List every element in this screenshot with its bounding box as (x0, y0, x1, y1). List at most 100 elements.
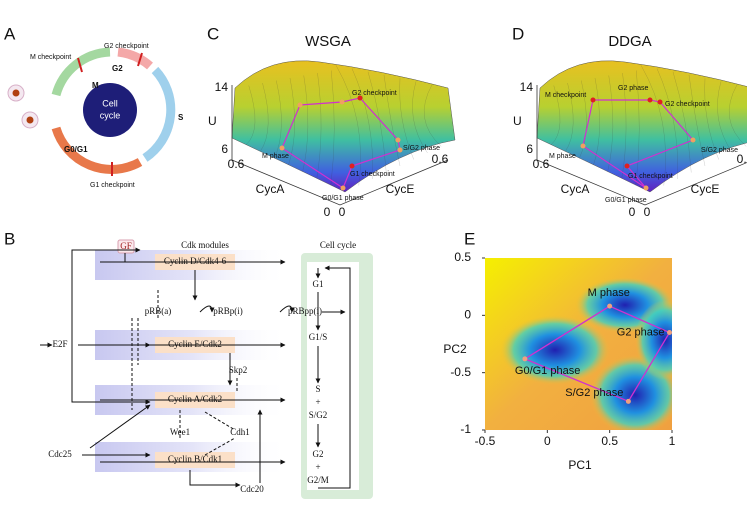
mesh-line (728, 84, 747, 147)
panel-label: B (4, 229, 15, 248)
x-tick-label: 0.6 (228, 157, 245, 171)
x-tick-label: 0.5 (601, 434, 618, 448)
panel-title: DDGA (608, 33, 651, 50)
x-tick-label: 1 (669, 434, 676, 448)
state-point (397, 147, 403, 153)
x-axis-label: PC1 (568, 458, 592, 472)
state-point (580, 143, 586, 149)
x-tick-label: 0 (629, 205, 636, 219)
x-axis-label: CycA (561, 182, 590, 196)
state-point (279, 145, 285, 151)
checkpoint (137, 52, 143, 67)
phase-label: G2/M (307, 475, 329, 485)
mesh-line (383, 74, 401, 167)
mesh-line (245, 85, 256, 145)
y-tick-label: 0 (644, 205, 651, 219)
basin (500, 315, 610, 385)
annotation: G2 checkpoint (665, 101, 710, 108)
annotation: M phase (262, 153, 289, 160)
node-label: Cyclin E/Cdk2 (168, 339, 222, 349)
x-tick-label: 0 (324, 205, 331, 219)
node-label: Cyclin B/Cdk1 (168, 454, 222, 464)
y-tick-label: -1 (460, 422, 471, 436)
state-point (657, 99, 663, 105)
basin (635, 300, 672, 380)
state-point (349, 163, 355, 169)
checkpoint-label: G2 checkpoint (104, 43, 149, 50)
panel-b: B Cdk modules GF Cyclin D/Cdk4-6 pRB(a) … (4, 229, 373, 499)
mesh-line (704, 78, 719, 160)
g1-arc (51, 126, 143, 174)
checkpoint-label: M checkpoint (30, 54, 71, 61)
mesh-line (635, 70, 640, 186)
point-label: S/G2 phase (565, 387, 623, 399)
node-label: GF (120, 241, 132, 251)
node-box (155, 452, 235, 468)
y-axis-label: CycE (386, 182, 415, 196)
node-label: pRBp(i) (213, 306, 243, 316)
annotation: M phase (549, 153, 576, 160)
mesh-line (640, 65, 666, 186)
heading: Cdk modules (181, 240, 229, 250)
phase-label: G2 (112, 64, 123, 73)
annotation: G2 checkpoint (352, 90, 397, 97)
x-tick-label: 0.6 (533, 157, 550, 171)
state-point (395, 137, 401, 143)
state-point (625, 398, 631, 404)
cell-cycle-circle (83, 83, 137, 137)
mesh-line (316, 72, 322, 179)
z-tick-label: 14 (520, 80, 534, 94)
y-tick-label: 0 (464, 308, 471, 322)
state-point (607, 303, 613, 309)
point-label: M phase (588, 287, 630, 299)
node-label: Cdh1 (230, 427, 250, 437)
x-tick-label: -0.5 (475, 434, 496, 448)
node-label: E2F (52, 339, 67, 349)
z-tick-label: 6 (221, 142, 228, 156)
y-axis-label: PC2 (443, 342, 467, 356)
mesh-line (288, 77, 295, 166)
mesh-line (550, 85, 561, 145)
z-tick-label: 14 (215, 80, 229, 94)
mesh-line (717, 81, 733, 154)
mesh-line (399, 78, 414, 160)
node-label: pRBpp(i) (288, 306, 322, 316)
mesh-line (688, 74, 706, 167)
center-text: Cell (102, 98, 118, 108)
phase-label: S/G2 (309, 410, 328, 420)
annotation: G0/G1 phase (322, 195, 364, 202)
heading: Cell cycle (320, 240, 356, 250)
y-tick-label: 0.6 (737, 152, 747, 166)
annotation: S/G2 phase (403, 145, 440, 152)
mesh-line (593, 77, 600, 166)
energy-surface (536, 60, 747, 193)
mesh-line (565, 82, 574, 152)
s-arc (142, 66, 176, 162)
mesh-line (621, 72, 627, 179)
mesh-line (330, 70, 335, 186)
axis-line (536, 85, 747, 206)
panel-e: E PC1 PC2 -0.5 0 0.5 1 0.5 0 -0.5 -1 M phase G2 p… (443, 229, 676, 472)
phase-label: S (315, 384, 320, 394)
y-axis-label: CycE (691, 182, 720, 196)
nucleus (26, 116, 34, 124)
state-point (643, 185, 649, 191)
phase-label: G0/G1 (64, 145, 88, 154)
landscape-map (485, 258, 672, 430)
node-label: Cdc20 (240, 484, 264, 494)
state-point (339, 99, 345, 105)
state-point (297, 102, 303, 108)
panel-label: D (512, 24, 524, 43)
annotation: G1 checkpoint (628, 173, 673, 180)
panel-label: A (4, 24, 16, 43)
center-text: cycle (100, 110, 121, 120)
node-label: pRB(a) (145, 306, 172, 316)
m-arc (51, 47, 111, 97)
mesh-line (672, 71, 692, 173)
nucleus (12, 89, 20, 97)
mesh-line (412, 81, 428, 154)
state-point (340, 185, 346, 191)
state-point (522, 356, 528, 362)
panel-d: D DDGA U 14 6 CycA CycE 0.6 00 0.6 M checkpoint G… (512, 24, 747, 219)
